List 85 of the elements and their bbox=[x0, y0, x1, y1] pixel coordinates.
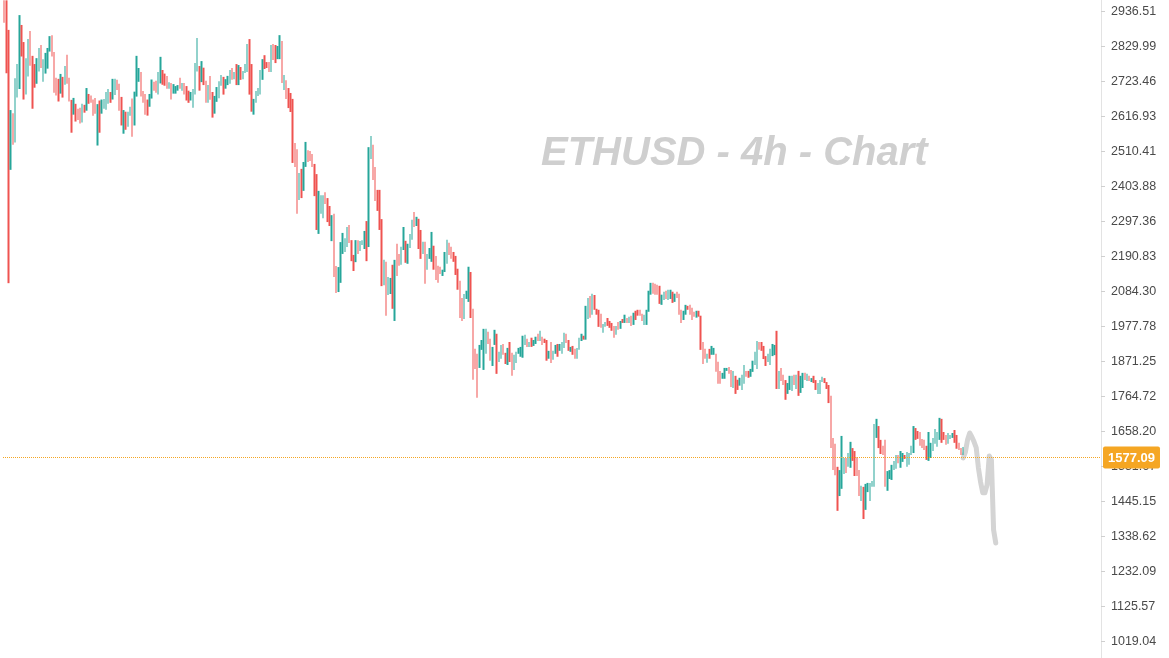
candlestick bbox=[927, 431, 930, 461]
candlestick bbox=[85, 88, 88, 111]
y-tick-label: 1658.20 bbox=[1111, 423, 1157, 438]
candlestick bbox=[550, 341, 552, 363]
candlestick bbox=[869, 482, 871, 501]
candlestick bbox=[758, 341, 760, 350]
candlestick bbox=[643, 314, 645, 325]
candlestick bbox=[756, 340, 758, 369]
candlestick bbox=[274, 45, 277, 64]
y-tick-label: 2829.99 bbox=[1111, 38, 1157, 53]
candlestick bbox=[708, 348, 711, 359]
candlestick bbox=[278, 35, 281, 60]
candlestick bbox=[817, 383, 819, 394]
candlestick bbox=[166, 75, 168, 89]
candlestick bbox=[853, 451, 856, 477]
y-tick-label: 2084.30 bbox=[1111, 283, 1157, 298]
candlestick bbox=[940, 418, 943, 443]
y-tick-label: 1232.09 bbox=[1111, 563, 1157, 578]
y-tick-label: 1445.15 bbox=[1111, 493, 1157, 508]
y-tick-label: 2403.88 bbox=[1111, 178, 1157, 193]
candlestick bbox=[613, 325, 615, 338]
candlestick bbox=[144, 93, 146, 115]
candlestick bbox=[396, 243, 398, 276]
candlestick bbox=[849, 441, 852, 468]
candlestick bbox=[105, 91, 107, 110]
candlestick bbox=[422, 241, 424, 254]
candlestick bbox=[619, 320, 622, 329]
candlestick bbox=[895, 454, 897, 469]
candlestick bbox=[359, 241, 361, 251]
y-tick-label: 1764.72 bbox=[1111, 388, 1157, 403]
candlestick bbox=[528, 341, 530, 347]
candlestick bbox=[482, 328, 485, 370]
candlestick bbox=[769, 348, 771, 365]
candlestick bbox=[322, 195, 324, 219]
candlestick bbox=[179, 77, 181, 89]
candlestick bbox=[919, 431, 921, 446]
y-tick-label: 1977.78 bbox=[1111, 318, 1157, 333]
y-tick-label: 1019.04 bbox=[1111, 633, 1157, 648]
candlestick bbox=[884, 439, 886, 487]
y-tick-label: 1871.25 bbox=[1111, 353, 1157, 368]
candlestick bbox=[229, 69, 231, 84]
candlestick bbox=[246, 44, 248, 72]
candlestick bbox=[775, 330, 778, 389]
candlestick bbox=[886, 471, 889, 491]
candlestick bbox=[222, 76, 225, 95]
candlestick bbox=[537, 333, 539, 341]
candlestick bbox=[233, 71, 235, 80]
y-tick-label: 2723.46 bbox=[1111, 73, 1157, 88]
candlestick bbox=[176, 85, 179, 91]
candlestick bbox=[61, 76, 64, 98]
candlestick bbox=[556, 343, 559, 357]
candlestick bbox=[791, 375, 793, 391]
candlestick bbox=[591, 293, 593, 315]
candlestick bbox=[862, 486, 865, 520]
y-tick-label: 1125.57 bbox=[1111, 598, 1156, 613]
candlestick bbox=[691, 307, 693, 320]
candlestick bbox=[111, 78, 114, 100]
candlestick bbox=[521, 335, 524, 358]
candlestick bbox=[899, 451, 902, 468]
candlestick bbox=[723, 367, 726, 379]
candlestick bbox=[491, 346, 494, 366]
candlestick bbox=[424, 241, 426, 284]
candlestick bbox=[912, 426, 915, 454]
y-tick-label: 2936.51 bbox=[1111, 4, 1157, 18]
candlestick bbox=[185, 86, 188, 101]
ref-line-label: 1577.09 bbox=[1108, 450, 1155, 466]
candlestick bbox=[385, 261, 387, 316]
y-tick-label: 2510.41 bbox=[1111, 143, 1157, 158]
candlestick bbox=[632, 312, 635, 325]
candlestick bbox=[530, 337, 533, 347]
candlestick bbox=[534, 336, 537, 344]
candlestick bbox=[810, 378, 813, 383]
candlestick bbox=[658, 285, 661, 304]
y-tick-label: 2190.83 bbox=[1111, 248, 1157, 263]
candlestick bbox=[797, 370, 800, 396]
candlestick bbox=[778, 370, 780, 389]
candlestick bbox=[81, 103, 83, 123]
y-tick-label: 2297.36 bbox=[1111, 213, 1157, 228]
y-tick-label: 2616.93 bbox=[1111, 108, 1157, 123]
candlestick bbox=[734, 375, 737, 394]
candlestick bbox=[463, 294, 465, 319]
candlestick bbox=[630, 315, 632, 326]
candlestick bbox=[170, 83, 172, 100]
candlestick bbox=[270, 45, 272, 72]
y-tick-label: 1338.62 bbox=[1111, 528, 1157, 543]
